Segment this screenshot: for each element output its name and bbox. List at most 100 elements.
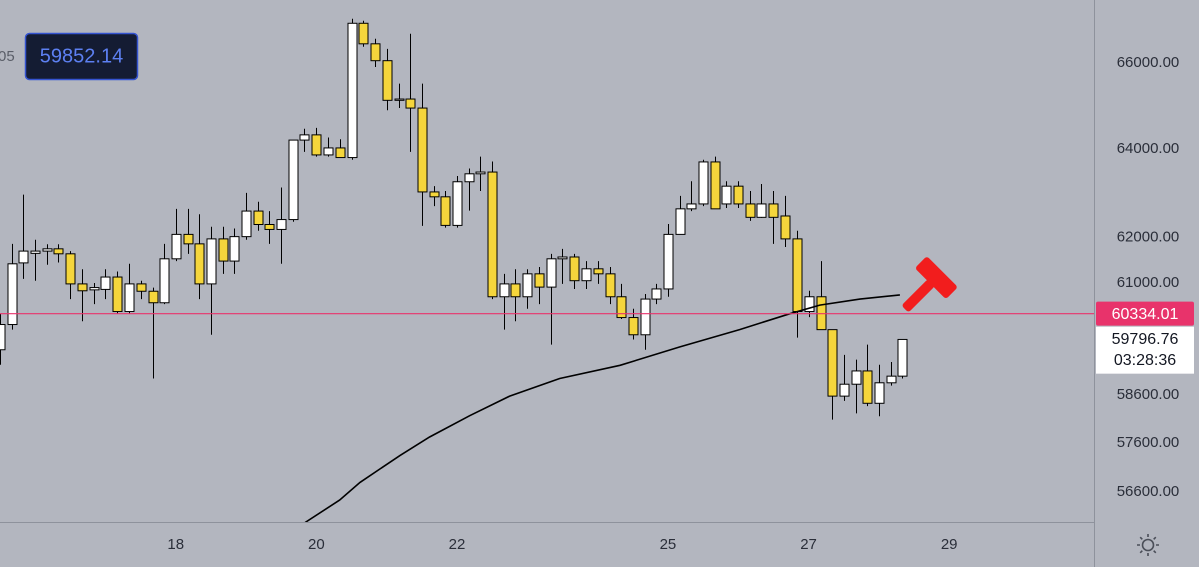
- candle-body-up: [640, 298, 651, 336]
- plot-area: [0, 18, 1094, 522]
- candle-body-up: [499, 283, 510, 298]
- candle-body-up: [522, 273, 533, 298]
- candle-body-up: [651, 288, 662, 300]
- candle-body-down: [780, 215, 791, 240]
- x-tick-label: 20: [308, 536, 325, 553]
- x-tick-label: 29: [941, 536, 958, 553]
- candle-body-down: [510, 283, 521, 298]
- candle-body-up: [839, 383, 850, 397]
- candle-body-up: [7, 263, 18, 326]
- x-tick-label: 22: [449, 536, 466, 553]
- candle-body-up: [159, 258, 170, 304]
- candle-body-down: [534, 273, 545, 288]
- candle-body-up: [0, 324, 6, 351]
- candle-body-down: [65, 253, 76, 285]
- candle-body-down: [429, 191, 440, 198]
- overlay: 60334.01 59796.76 03:28:36: [1096, 301, 1194, 374]
- candle-body-down: [148, 290, 159, 304]
- last-price-box: [1096, 326, 1194, 374]
- candle-body-down: [487, 171, 498, 298]
- candle-body-up: [475, 171, 486, 175]
- candle-body-down: [405, 98, 416, 109]
- y-tick-label: 61000.00: [1117, 274, 1180, 291]
- candle-body-up: [206, 238, 217, 285]
- crosshair-price-box: [24, 32, 139, 81]
- candle-body-up: [546, 258, 557, 288]
- candle-body-down: [183, 233, 194, 245]
- candle-body-down: [593, 268, 604, 275]
- y-tick-label: 66000.00: [1117, 54, 1180, 71]
- countdown: 03:28:36: [1114, 352, 1176, 369]
- clipped-legend-text: 05: [0, 48, 15, 65]
- y-tick-label: 57600.00: [1117, 434, 1180, 451]
- candle-body-up: [171, 233, 182, 260]
- candle-body-up: [89, 287, 100, 291]
- candle-body-down: [311, 134, 322, 156]
- candle-body-down: [264, 223, 275, 230]
- candle-body-down: [358, 22, 369, 45]
- candle-body-up: [886, 375, 897, 384]
- y-tick-label: 62000.00: [1117, 229, 1180, 246]
- candle-body-up: [897, 338, 908, 377]
- alert-gavel-icon[interactable]: [889, 256, 958, 325]
- candle-body-up: [18, 250, 29, 264]
- x-tick-label: 27: [800, 536, 817, 553]
- candle-body-down: [628, 317, 639, 336]
- candle-body-up: [288, 139, 299, 221]
- gear-ring: [1141, 538, 1155, 552]
- candle-body-down: [194, 243, 205, 285]
- candle-body-up: [347, 22, 358, 159]
- candle-body-up: [452, 181, 463, 226]
- candle-body-up: [663, 233, 674, 290]
- candle-body-down: [112, 276, 123, 313]
- price-line-label: 60334.01: [1112, 306, 1179, 323]
- candle-body-down: [605, 273, 616, 298]
- candle-body-down: [792, 238, 803, 313]
- candle-body-down: [136, 283, 147, 292]
- candle-body-down: [569, 256, 580, 282]
- candle-body-down: [218, 238, 229, 262]
- bottom-strip: [0, 567, 1199, 577]
- candle-body-up: [698, 161, 709, 205]
- candle-body-up: [42, 248, 53, 252]
- gavel-handle: [902, 279, 935, 312]
- settings-gear-icon[interactable]: [1137, 534, 1159, 556]
- candle-body-down: [827, 329, 838, 397]
- last-price: 59796.76: [1112, 331, 1179, 348]
- price-line-label-box: [1096, 301, 1194, 326]
- candle-body-up: [30, 250, 41, 254]
- candle-body-down: [335, 147, 346, 159]
- y-tick-label: 56600.00: [1117, 483, 1180, 500]
- gear-teeth: [1137, 534, 1159, 556]
- candle-body-up: [721, 185, 732, 205]
- candle-body-down: [370, 43, 381, 62]
- candle-body-up: [804, 296, 815, 313]
- candle-body-up: [675, 208, 686, 235]
- candle-body-up: [299, 134, 310, 141]
- candle-body-down: [745, 203, 756, 218]
- candle-body-up: [756, 203, 767, 218]
- moving-average-line: [304, 294, 900, 522]
- candle-body-up: [323, 147, 334, 156]
- candle-body-up: [874, 382, 885, 404]
- candle-body-down: [253, 210, 264, 225]
- gavel-head: [916, 257, 957, 298]
- candle-body-up: [100, 276, 111, 290]
- candle-body-down: [768, 203, 779, 218]
- x-tick-label: 25: [660, 536, 677, 553]
- candle-body-down: [417, 107, 428, 193]
- x-tick-label: 18: [167, 536, 184, 553]
- candle-body-up: [124, 283, 135, 313]
- candle-body-up: [229, 236, 240, 262]
- candle-body-down: [77, 283, 88, 292]
- y-tick-label: 64000.00: [1117, 140, 1180, 157]
- candle-body-down: [733, 185, 744, 205]
- candle-body-up: [851, 370, 862, 385]
- candle-body-up: [276, 219, 287, 230]
- candle-body-up: [241, 210, 252, 238]
- candle-body-up: [394, 98, 405, 101]
- candle-body-up: [464, 173, 475, 183]
- candle-body-down: [710, 161, 721, 210]
- y-tick-label: 58600.00: [1117, 386, 1180, 403]
